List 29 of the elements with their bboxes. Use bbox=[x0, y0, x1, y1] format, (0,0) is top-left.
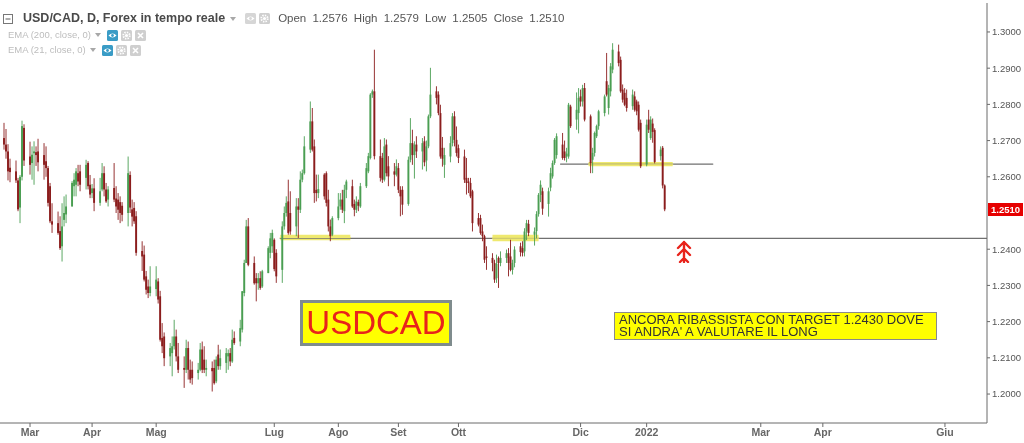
y-tick-label: 1.2200 bbox=[992, 315, 1022, 327]
x-tick-label: Giu bbox=[936, 426, 954, 439]
y-tick-label: 1.3000 bbox=[992, 26, 1022, 38]
text: Open 1.2576 High 1.2579 Low 1.2505 Close 1.2510 bbox=[278, 11, 565, 26]
x-tick-label: Mar bbox=[20, 426, 40, 439]
x-tick-label: Ago bbox=[328, 426, 349, 439]
annotation: USDCAD bbox=[300, 300, 452, 346]
x-tick-label: Dic bbox=[572, 426, 589, 439]
annotation: EMA (21, close, 0) bbox=[8, 44, 86, 56]
annotation: ANCORA RIBASSISTA CON TARGET 1.2430 DOVE SI ANDRA' A VALUTARE IL LONG bbox=[614, 312, 937, 340]
x-tick-label: Lug bbox=[264, 426, 284, 439]
y-tick-label: 1.2900 bbox=[992, 62, 1022, 74]
y-tick-label: 1.2400 bbox=[992, 243, 1022, 255]
x-tick-label: Apr bbox=[813, 426, 832, 439]
x-tick-label: Mar bbox=[751, 426, 771, 439]
text: USD/CAD, D, Forex in tempo reale bbox=[23, 11, 226, 26]
y-tick-label: 1.2600 bbox=[992, 171, 1022, 183]
x-tick-label: Apr bbox=[83, 426, 102, 439]
y-tick-label: 1.2700 bbox=[992, 134, 1022, 146]
y-tick-label: 1.2800 bbox=[992, 98, 1022, 110]
y-tick-label: 1.2000 bbox=[992, 388, 1022, 400]
x-tick-label: Ott bbox=[450, 426, 467, 439]
annotation: 1.2510 bbox=[988, 202, 1023, 216]
y-tick-label: 1.2100 bbox=[992, 352, 1022, 364]
x-tick-label: 2022 bbox=[634, 426, 659, 439]
x-tick-label: Set bbox=[390, 426, 408, 439]
x-tick-label: Mag bbox=[145, 426, 167, 439]
annotation: EMA (200, close, 0) bbox=[8, 29, 91, 41]
y-tick-label: 1.2300 bbox=[992, 279, 1022, 291]
